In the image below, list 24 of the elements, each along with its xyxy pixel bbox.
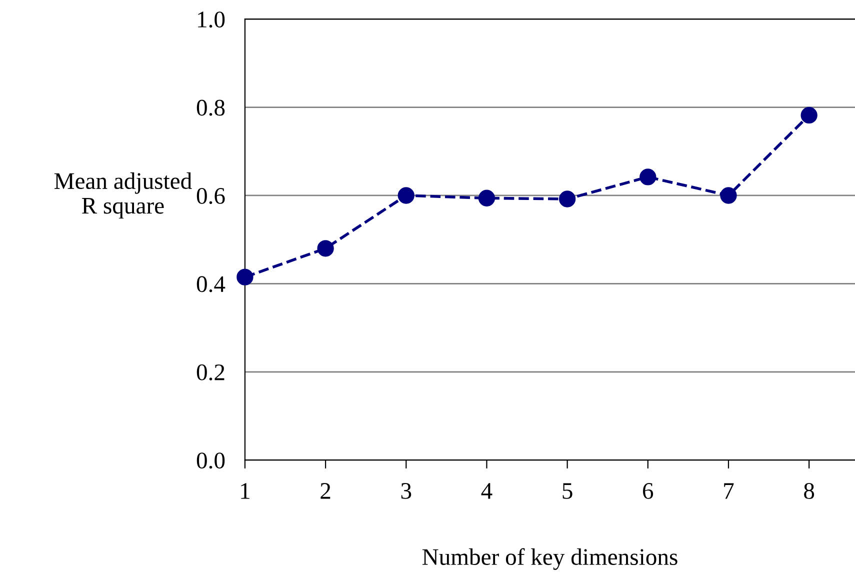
point <box>398 187 414 204</box>
y-axis-title: Mean adjusted R square <box>54 172 192 219</box>
y-tick-label: 0.2 <box>196 364 224 380</box>
x-tick-label: 7 <box>724 483 734 499</box>
point <box>236 268 254 286</box>
y-tick-label: 1.0 <box>198 12 225 28</box>
point <box>478 190 496 206</box>
x-tick-label: 1 <box>241 483 250 499</box>
point <box>720 187 737 204</box>
y-tick-label: 0.4 <box>196 276 226 292</box>
x-tick-label: 6 <box>643 483 654 499</box>
y-tick-label: 0.6 <box>196 188 225 204</box>
point <box>558 190 576 208</box>
x-axis-title: Number of key dimensions <box>422 548 678 570</box>
point <box>800 106 818 124</box>
point <box>640 168 656 186</box>
x-tick-label: 2 <box>320 483 330 499</box>
point <box>317 240 334 257</box>
y-tick-label: 0.8 <box>196 100 225 116</box>
y-tick-label: 0.0 <box>196 452 225 469</box>
x-tick-label: 5 <box>562 483 572 499</box>
x-tick-label: 4 <box>481 483 492 499</box>
x-tick-label: 3 <box>401 483 412 499</box>
x-tick-label: 8 <box>804 482 814 499</box>
